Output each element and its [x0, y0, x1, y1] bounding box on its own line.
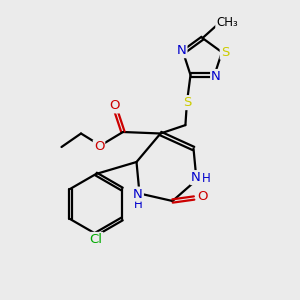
Text: S: S: [183, 96, 192, 109]
Text: O: O: [109, 99, 119, 112]
Text: H: H: [134, 197, 142, 211]
Text: CH₃: CH₃: [216, 16, 238, 29]
Text: N: N: [133, 188, 143, 201]
Text: N: N: [177, 44, 187, 57]
Text: N: N: [211, 70, 221, 83]
Text: S: S: [221, 46, 229, 59]
Text: O: O: [94, 140, 104, 154]
Text: Cl: Cl: [89, 233, 103, 246]
Text: N: N: [191, 171, 201, 184]
Text: O: O: [197, 190, 208, 203]
Text: H: H: [202, 172, 211, 185]
